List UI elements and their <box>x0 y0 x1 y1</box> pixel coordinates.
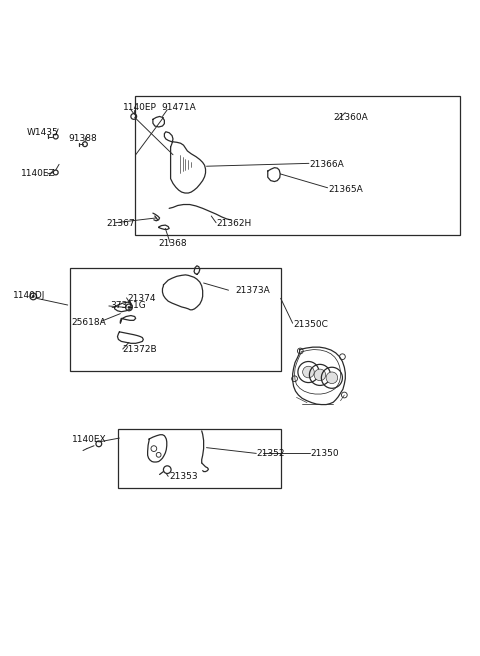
Circle shape <box>314 369 326 380</box>
Text: 21366A: 21366A <box>310 160 344 169</box>
Text: 21368: 21368 <box>158 239 187 248</box>
Text: 91471A: 91471A <box>161 104 196 112</box>
Circle shape <box>303 366 314 378</box>
Text: 21374: 21374 <box>128 294 156 303</box>
Text: 21350: 21350 <box>311 449 339 458</box>
Text: 21373A: 21373A <box>235 286 270 295</box>
Text: W1435: W1435 <box>27 128 59 137</box>
Text: 21367: 21367 <box>106 219 134 228</box>
Text: 21372B: 21372B <box>123 345 157 354</box>
Text: 1140EP: 1140EP <box>123 104 156 112</box>
Text: 1140EZ: 1140EZ <box>21 169 55 178</box>
Text: 25618A: 25618A <box>72 318 106 327</box>
Circle shape <box>128 306 131 309</box>
Text: 91388: 91388 <box>69 134 97 144</box>
Circle shape <box>326 372 338 384</box>
Text: 21362H: 21362H <box>216 219 252 228</box>
Text: 1140EX: 1140EX <box>72 434 106 443</box>
Text: 21353: 21353 <box>169 472 198 481</box>
Text: 21360A: 21360A <box>333 113 368 122</box>
Text: 37311G: 37311G <box>110 302 145 310</box>
Text: 21352: 21352 <box>257 449 285 458</box>
Text: 21350C: 21350C <box>294 319 328 329</box>
Text: 1140DJ: 1140DJ <box>12 291 45 300</box>
Text: 21365A: 21365A <box>328 185 363 194</box>
Circle shape <box>32 295 35 298</box>
